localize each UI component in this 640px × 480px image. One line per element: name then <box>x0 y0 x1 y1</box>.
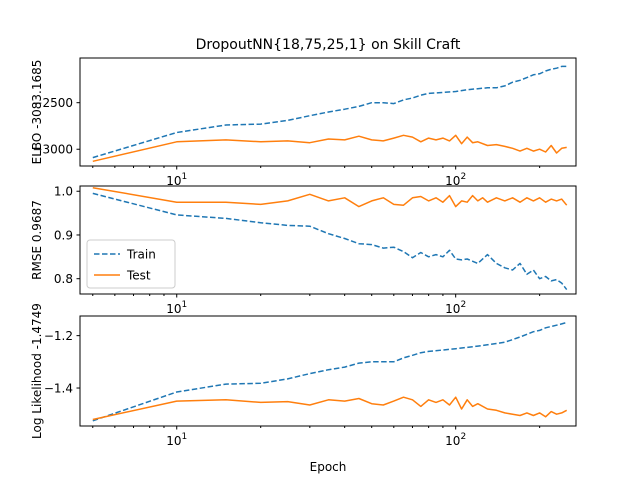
series-line-test <box>92 396 568 421</box>
x-tick-label: 101 <box>166 172 187 188</box>
legend-label-test: Test <box>126 269 151 283</box>
legend: Train Test <box>86 239 176 289</box>
axes-frame <box>79 185 577 295</box>
legend-label-train: Train <box>126 248 156 262</box>
y-axis-title: ELBO -3083.1685 <box>30 60 44 165</box>
series-line-train <box>92 321 567 422</box>
x-tick-label: 101 <box>166 300 187 316</box>
x-tick-label: 102 <box>445 172 466 188</box>
axes-frame <box>79 57 577 167</box>
series-line-train <box>92 192 568 291</box>
y-tick-label: 0.8 <box>54 272 73 286</box>
y-axis-title: Log Likelihood -1.4749 <box>30 303 44 439</box>
chart-title: DropoutNN{18,75,25,1} on Skill Craft <box>196 37 461 53</box>
panel-2: 101 102 1.0 0.9 0.8 RMSE 0.9687 Train Test <box>30 185 577 316</box>
x-axis-title: Epoch <box>310 460 347 474</box>
axes-frame <box>79 315 577 427</box>
y-axis-title: RMSE 0.9687 <box>30 200 44 280</box>
series-line-test <box>92 186 568 208</box>
series-line-train <box>92 65 567 159</box>
y-tick-label: 1.0 <box>54 185 73 199</box>
y-tick-label: −2500 <box>32 96 73 110</box>
legend-box <box>86 239 176 289</box>
series-line-test <box>92 134 567 163</box>
x-tick-label: 102 <box>445 432 466 448</box>
y-tick-label: −1.4 <box>44 382 73 396</box>
x-tick-label: 101 <box>166 432 187 448</box>
x-tick-label: 102 <box>445 300 466 316</box>
y-tick-label: −1.2 <box>44 329 73 343</box>
y-tick-label: −3000 <box>32 143 73 157</box>
y-tick-label: 0.9 <box>54 228 73 242</box>
